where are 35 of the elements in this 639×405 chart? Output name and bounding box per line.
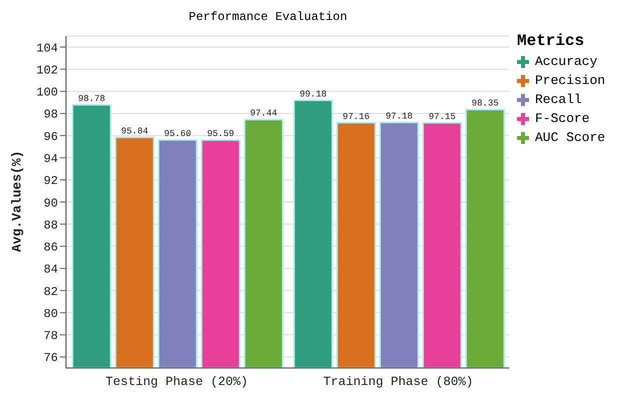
legend-title: Metrics: [517, 32, 586, 50]
y-tick-label: 78: [44, 329, 58, 344]
data-label: 95.84: [121, 126, 148, 136]
y-tick-label: 96: [44, 130, 58, 144]
y-tick-label: 98: [44, 108, 58, 122]
y-tick-label: 80: [44, 306, 58, 321]
y-axis-title: Avg.Values(%): [10, 150, 25, 252]
y-tick-label: 82: [44, 284, 58, 299]
y-tick-label: 90: [44, 196, 58, 210]
y-tick-label: 94: [44, 152, 58, 166]
x-tick-label: Training Phase (80%): [323, 374, 474, 389]
legend-label: Recall: [535, 91, 582, 109]
legend-label: Accuracy: [535, 53, 598, 71]
y-tick-label: 102: [36, 63, 58, 78]
data-label: 98.35: [472, 98, 499, 109]
data-label: 97.18: [386, 112, 413, 122]
legend-label: Precision: [535, 72, 606, 90]
y-tick-label: 84: [44, 262, 58, 277]
y-tick-label: 88: [44, 218, 58, 232]
data-label: 95.59: [207, 129, 234, 140]
data-label: 95.60: [164, 129, 192, 140]
y-tick-label: 100: [36, 86, 58, 100]
y-tick-label: 92: [44, 174, 58, 188]
data-label: 99.18: [300, 89, 327, 100]
data-label: 97.15: [428, 112, 456, 122]
y-tick-label: 76: [44, 351, 58, 366]
legend-label: F-Score: [535, 110, 590, 128]
y-tick-label: 104: [36, 41, 58, 56]
data-label: 98.78: [78, 94, 106, 104]
legend-label: AUC Score: [535, 129, 606, 147]
chart-title: Performance Evaluation: [188, 9, 348, 26]
y-tick-label: 86: [44, 240, 58, 255]
x-tick-label: Testing Phase (20%): [105, 374, 248, 389]
data-label: 97.44: [250, 108, 278, 119]
data-label: 97.16: [342, 112, 370, 122]
